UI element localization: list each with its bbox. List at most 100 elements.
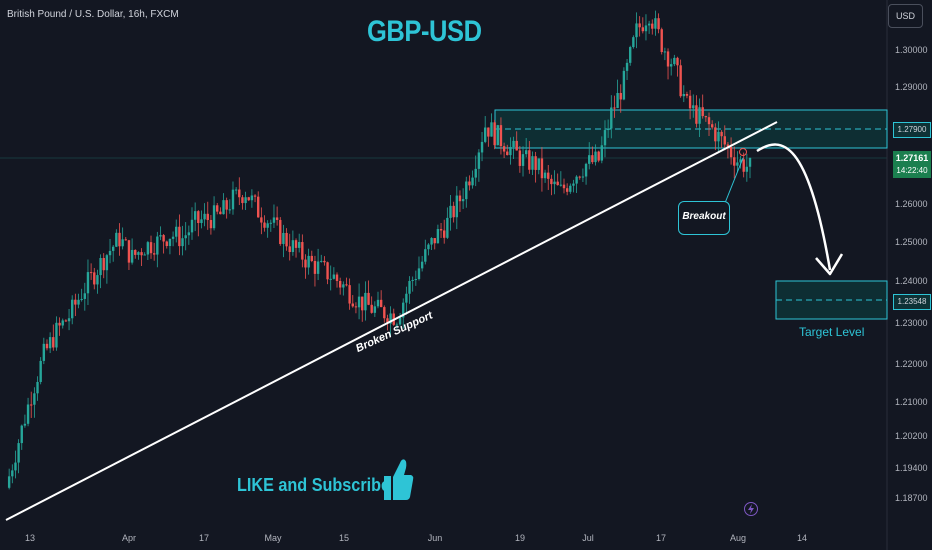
time-tick: Apr	[121, 533, 137, 543]
candle-down	[241, 197, 244, 204]
candle-up	[99, 257, 102, 276]
candle-down	[345, 284, 348, 286]
candle-up	[411, 279, 414, 281]
candle-up	[307, 255, 310, 268]
candle-down	[439, 229, 443, 231]
candle-down	[361, 296, 364, 311]
candle-up	[14, 462, 17, 471]
candle-up	[465, 181, 468, 200]
candle-down	[338, 280, 342, 288]
candle-up	[509, 147, 512, 156]
time-tick: Aug	[729, 533, 747, 543]
candle-down	[565, 188, 569, 192]
candle-down	[247, 197, 250, 201]
candle-up	[244, 197, 247, 204]
candle-down	[74, 299, 77, 305]
price-tick: 1.29000	[895, 82, 928, 92]
time-tick: 19	[514, 533, 526, 543]
candle-up	[20, 425, 23, 444]
time-tick: May	[264, 533, 282, 543]
candle-up	[342, 284, 345, 288]
candle-down	[433, 238, 436, 244]
candle-down	[354, 306, 358, 308]
candle-up	[175, 226, 178, 237]
symbol-header[interactable]: British Pound / U.S. Dollar, 16h, FXCM	[7, 9, 179, 20]
candle-up	[512, 140, 515, 148]
candle-up	[455, 195, 459, 218]
candle-up	[376, 299, 380, 307]
candle-down	[591, 155, 594, 163]
time-tick: 17	[655, 533, 667, 543]
candle-up	[616, 92, 619, 109]
candle-down	[263, 222, 266, 228]
candle-down	[547, 172, 550, 179]
candle-up	[200, 219, 203, 224]
candle-up	[537, 158, 540, 170]
candle-up	[745, 166, 749, 172]
candle-up	[332, 274, 336, 279]
candle-down	[651, 23, 654, 29]
candle-up	[629, 47, 632, 63]
candle-down	[257, 196, 260, 218]
candles-group	[7, 10, 752, 490]
candle-up	[373, 306, 377, 313]
candle-down	[701, 107, 704, 117]
broken-support-trendline	[5, 121, 778, 521]
like-subscribe-text: LIKE and Subscribe	[237, 475, 391, 495]
candle-down	[714, 127, 717, 142]
candle-up	[606, 128, 610, 131]
candle-up	[357, 296, 361, 308]
candle-up	[130, 249, 134, 263]
candle-down	[379, 299, 383, 308]
candle-up	[96, 275, 99, 285]
candle-up	[575, 176, 578, 184]
candle-up	[269, 222, 273, 224]
candle-up	[55, 322, 58, 348]
candle-down	[723, 136, 726, 145]
candle-up	[228, 209, 232, 211]
candle-up	[231, 189, 235, 210]
candle-down	[30, 404, 33, 406]
candle-up	[395, 324, 399, 326]
candle-down	[279, 219, 282, 244]
candle-up	[187, 232, 191, 236]
candle-down	[64, 320, 68, 322]
candle-down	[515, 140, 518, 151]
candle-up	[105, 255, 109, 271]
candle-down	[288, 246, 291, 253]
time-tick: Jun	[427, 533, 443, 543]
candle-down	[704, 116, 708, 118]
candle-up	[654, 18, 657, 29]
current-price-tag: 1.27161 14:22:40	[893, 151, 931, 178]
candle-up	[461, 199, 465, 202]
candle-up	[364, 292, 367, 311]
candle-up	[115, 232, 118, 247]
candle-down	[493, 122, 496, 146]
lightning-icon[interactable]	[744, 502, 758, 516]
candle-up	[663, 51, 667, 53]
currency-button[interactable]: USD	[888, 4, 923, 28]
candle-down	[386, 318, 389, 324]
candle-down	[165, 241, 168, 247]
candle-up	[424, 249, 427, 262]
breakout-label: Breakout	[678, 201, 730, 235]
candle-up	[33, 393, 36, 405]
candle-up	[603, 130, 607, 146]
candle-down	[733, 157, 736, 166]
candle-up	[635, 23, 638, 38]
candle-down	[313, 260, 317, 274]
candle-down	[676, 57, 679, 66]
candle-down	[458, 195, 462, 202]
candle-up	[111, 246, 115, 251]
candle-down	[688, 95, 692, 109]
candle-down	[152, 253, 156, 255]
candle-up	[23, 423, 27, 426]
candle-up	[171, 236, 175, 239]
candle-down	[443, 230, 446, 238]
candle-down	[52, 337, 55, 348]
candle-down	[518, 150, 522, 166]
candle-down	[206, 213, 209, 221]
candle-down	[351, 303, 354, 307]
candle-up	[477, 152, 481, 169]
